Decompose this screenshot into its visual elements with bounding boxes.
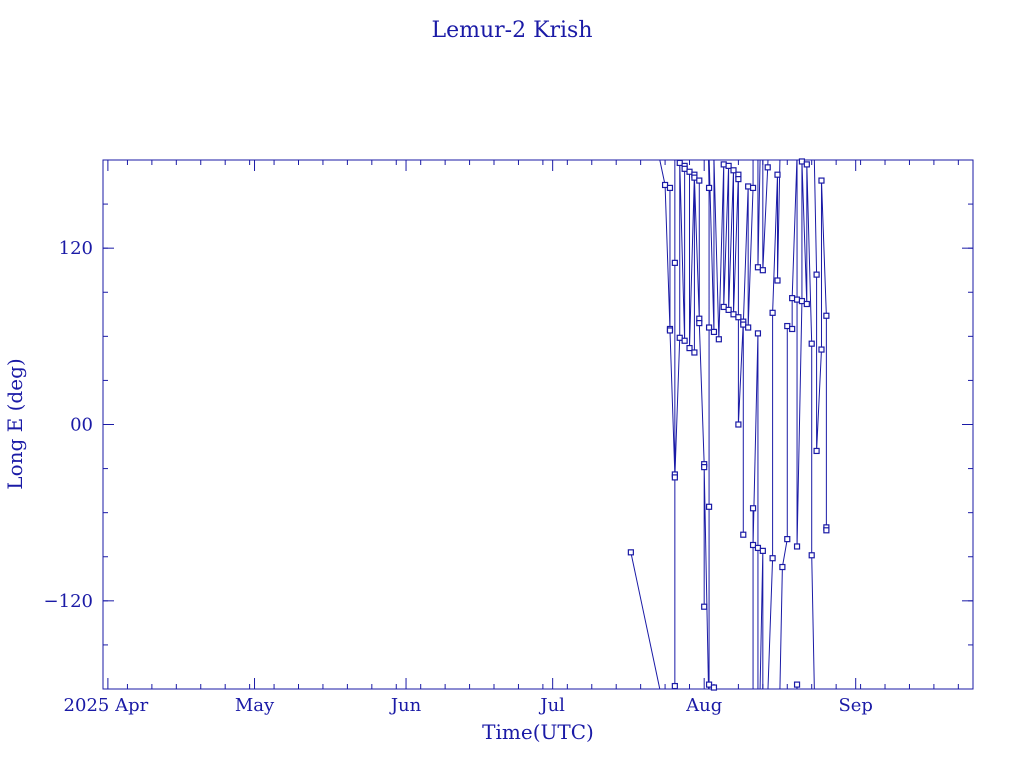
data-point [720, 303, 727, 311]
data-point [823, 527, 830, 534]
data-point [705, 681, 713, 688]
plot-area [102, 159, 974, 690]
data-point [725, 162, 732, 169]
tick-labels: 2025 Apr May Jun Jul Aug Sep 120 00 −120 [44, 238, 873, 716]
data-point [735, 176, 742, 183]
data-point [808, 340, 815, 347]
axis-ticks [102, 159, 973, 690]
data-point [774, 277, 781, 284]
data-point [813, 447, 820, 455]
data-point [710, 684, 718, 691]
data-point [808, 552, 815, 559]
data-point [681, 165, 688, 172]
data-point [813, 271, 820, 278]
x-tick-label: 2025 Apr [64, 695, 149, 716]
x-axis-label: Time(UTC) [482, 720, 594, 744]
data-point [779, 563, 786, 571]
series-path [630, 159, 827, 690]
data-point [691, 349, 698, 356]
data-point [754, 264, 762, 271]
data-point [705, 503, 713, 510]
data-point [769, 555, 776, 562]
data-point [705, 184, 713, 192]
chart-title: Lemur-2 Krish [431, 18, 592, 43]
data-point [749, 541, 757, 549]
data-point [769, 309, 776, 316]
data-point [661, 181, 669, 189]
data-point [793, 543, 801, 550]
x-tick-label: May [235, 695, 275, 716]
data-point [696, 177, 703, 184]
data-point [818, 177, 825, 184]
data-point [666, 327, 674, 334]
x-tick-label: Aug [685, 695, 722, 716]
data-point [789, 325, 796, 333]
series-line [630, 159, 827, 690]
data-point [676, 159, 683, 167]
x-tick-label: Jul [538, 695, 565, 716]
data-point [676, 334, 683, 341]
data-point [759, 547, 766, 554]
data-point [701, 464, 708, 471]
x-tick-label: Sep [838, 695, 873, 716]
data-point [740, 531, 747, 538]
data-point [730, 167, 737, 174]
data-point [671, 682, 678, 690]
series-markers [627, 158, 830, 691]
data-point [671, 474, 678, 481]
data-point [745, 324, 752, 331]
data-point [784, 322, 791, 330]
data-point [735, 421, 742, 428]
data-point [764, 164, 771, 171]
data-point [686, 168, 693, 175]
data-point [627, 549, 634, 556]
data-point [749, 184, 757, 192]
data-point [774, 171, 781, 178]
data-point [715, 336, 722, 343]
data-point [754, 544, 762, 552]
data-point [798, 297, 806, 305]
data-point [730, 311, 737, 318]
data-point [789, 295, 796, 302]
x-tick-label: Jun [389, 695, 422, 716]
data-point [691, 174, 698, 181]
y-tick-label: 120 [59, 238, 93, 259]
data-point [749, 505, 757, 512]
data-point [759, 267, 766, 274]
data-point [735, 314, 742, 321]
data-point [803, 300, 810, 308]
data-point [798, 158, 806, 165]
data-point [720, 161, 727, 168]
data-point [784, 536, 791, 543]
y-tick-label: −120 [44, 591, 93, 612]
data-point [793, 681, 801, 688]
data-point [803, 161, 810, 168]
data-point [793, 296, 801, 303]
y-tick-label: 00 [70, 415, 93, 436]
data-point [666, 184, 674, 192]
data-point [705, 324, 713, 331]
data-point [818, 346, 825, 353]
data-point [823, 312, 830, 319]
data-point [754, 330, 762, 337]
data-point [686, 344, 693, 352]
data-point [701, 603, 708, 610]
data-point [696, 320, 703, 327]
data-point [681, 337, 688, 344]
data-point [671, 259, 678, 266]
data-point [725, 306, 732, 313]
data-point [745, 183, 752, 190]
data-point [740, 321, 747, 328]
data-point [710, 328, 718, 336]
y-axis-label: Long E (deg) [3, 358, 27, 489]
